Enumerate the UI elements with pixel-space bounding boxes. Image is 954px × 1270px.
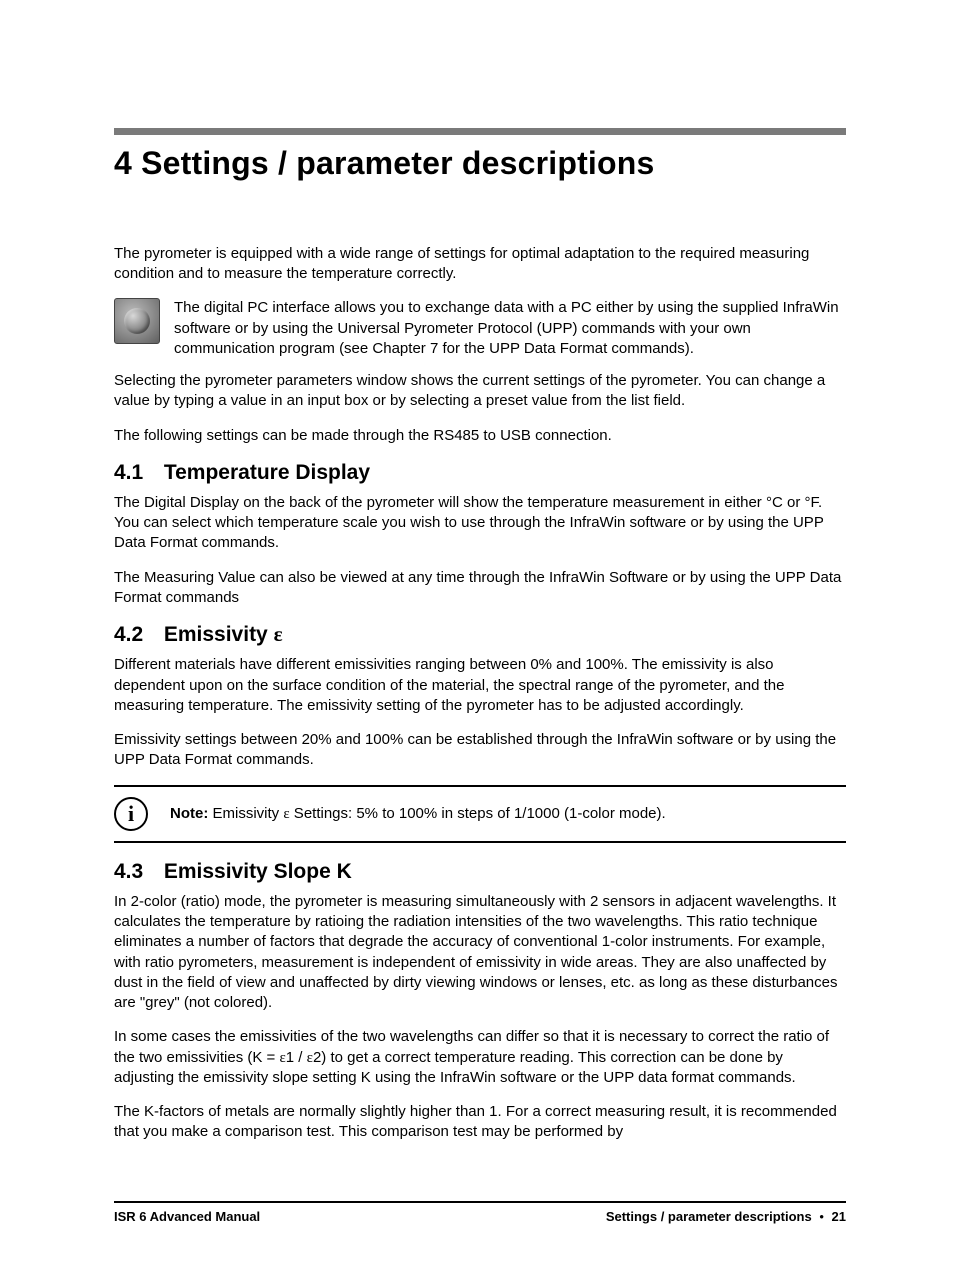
s41-paragraph-2: The Measuring Value can also be viewed a… [114,568,846,609]
document-page: 4 Settings / parameter descriptions The … [0,0,954,1270]
s43-paragraph-3: The K-factors of metals are normally sli… [114,1102,846,1143]
intro-paragraph-2: The digital PC interface allows you to e… [174,298,846,359]
page-footer: ISR 6 Advanced Manual Settings / paramet… [114,1201,846,1224]
chapter-title: 4 Settings / parameter descriptions [114,145,846,182]
note-pre: Emissivity [208,805,283,822]
footer-section: Settings / parameter descriptions [606,1209,812,1224]
footer-rule [114,1201,846,1203]
section-4-3-heading: 4.3 Emissivity Slope K [114,859,846,884]
chapter-number: 4 [114,145,132,181]
pc-interface-row: The digital PC interface allows you to e… [114,298,846,359]
intro-paragraph-3: Selecting the pyrometer parameters windo… [114,371,846,412]
section-4-2-heading: 4.2 Emissivity ε [114,622,846,647]
section-title-prefix: Emissivity [164,623,274,646]
chapter-title-text: Settings / parameter descriptions [141,145,654,181]
s43-paragraph-2: In some cases the emissivities of the tw… [114,1027,846,1088]
section-number: 4.3 [114,859,158,884]
note-block: i Note: Emissivity ε Settings: 5% to 100… [114,785,846,843]
s41-paragraph-1: The Digital Display on the back of the p… [114,493,846,554]
section-number: 4.1 [114,460,158,485]
s43-p2-mid1: 1 / [286,1049,307,1066]
footer-left: ISR 6 Advanced Manual [114,1209,260,1224]
section-number: 4.2 [114,622,158,647]
intro-paragraph-4: The following settings can be made throu… [114,426,846,446]
s42-paragraph-1: Different materials have different emiss… [114,655,846,716]
bullet-icon: • [815,1209,828,1224]
epsilon-symbol: ε [274,622,283,646]
s43-paragraph-1: In 2-color (ratio) mode, the pyrometer i… [114,892,846,1014]
note-label: Note: [170,805,208,822]
footer-page-number: 21 [832,1209,846,1224]
connector-icon [114,298,160,344]
chapter-rule [114,128,846,135]
intro-paragraph-1: The pyrometer is equipped with a wide ra… [114,244,846,285]
note-text: Note: Emissivity ε Settings: 5% to 100% … [170,804,666,824]
section-title: Temperature Display [164,461,370,484]
footer-row: ISR 6 Advanced Manual Settings / paramet… [114,1209,846,1224]
note-post: Settings: 5% to 100% in steps of 1/1000 … [290,805,666,822]
info-icon: i [114,797,148,831]
section-4-1-heading: 4.1 Temperature Display [114,460,846,485]
footer-right: Settings / parameter descriptions • 21 [606,1209,846,1224]
section-title: Emissivity Slope K [164,860,352,883]
s42-paragraph-2: Emissivity settings between 20% and 100%… [114,730,846,771]
